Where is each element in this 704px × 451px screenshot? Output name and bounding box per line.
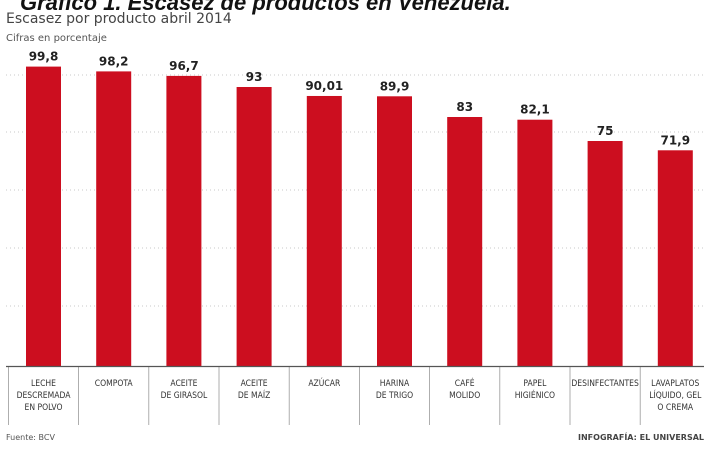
chart-units-label: Cifras en porcentaje: [6, 33, 107, 44]
category-label-2: COMPOTA: [95, 379, 134, 389]
category-label-3: ACEITE DE GIRASOL: [161, 379, 208, 401]
bar-9: [587, 141, 623, 366]
bar-1: [26, 66, 61, 366]
value-label-8: 82,1: [520, 103, 550, 117]
category-label-10: LAVAPLATOS LÍQUIDO, GEL O CREMA: [649, 379, 702, 413]
value-label-10: 71,9: [660, 133, 690, 147]
bar-6: [377, 96, 412, 367]
chart-subtitle: Escasez por producto abril 2014: [6, 11, 232, 27]
category-label-6: HARINA DE TRIGO: [376, 379, 413, 401]
category-label-1: LECHE DESCREMADA EN POLVO: [17, 379, 72, 413]
bar-5: [306, 95, 342, 366]
category-label-5: AZÚCAR: [308, 377, 341, 389]
bar-8: [517, 119, 553, 366]
category-label-8: PAPEL HIGIÉNICO: [515, 379, 555, 401]
category-label-7: CAFÉ MOLIDO: [449, 377, 480, 401]
value-label-2: 98,2: [99, 54, 129, 68]
category-label-4: ACEITE DE MAÍZ: [238, 379, 270, 401]
credit-note: INFOGRAFÍA: EL UNIVERSAL: [578, 433, 704, 442]
category-label-9: DESINFECTANTES: [571, 379, 639, 389]
bar-2: [96, 71, 132, 367]
value-label-6: 89,9: [380, 79, 410, 93]
value-label-1: 99,8: [29, 50, 59, 64]
bar-4: [236, 87, 272, 366]
value-label-4: 93: [246, 70, 263, 84]
value-label-5: 90,01: [305, 79, 343, 93]
value-label-3: 96,7: [169, 59, 199, 73]
value-label-9: 75: [597, 124, 614, 138]
source-note: Fuente: BCV: [6, 433, 55, 442]
bar-10: [657, 150, 693, 366]
value-label-7: 83: [456, 100, 473, 114]
chart-title: Gráfico 1. Escasez de productos en Venez…: [20, 0, 511, 15]
bar-3: [166, 75, 202, 367]
bar-7: [447, 117, 483, 366]
